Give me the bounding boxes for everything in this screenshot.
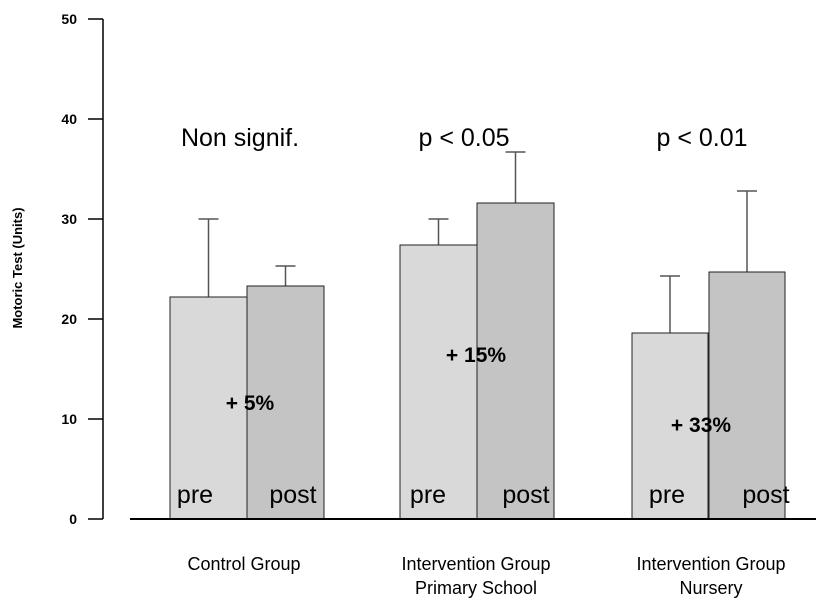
- y-tick-label: 30: [61, 211, 77, 227]
- y-tick-label: 0: [69, 511, 77, 527]
- category-label: Control Group: [187, 554, 300, 574]
- category-label: Primary School: [415, 578, 537, 598]
- category-label: Intervention Group: [636, 554, 785, 574]
- bar-label-post: post: [742, 481, 789, 509]
- bar-label-pre: pre: [649, 481, 685, 509]
- bar-label-post: post: [502, 481, 549, 509]
- category-label: Nursery: [679, 578, 742, 598]
- change-label: + 33%: [671, 414, 731, 437]
- bar-post: [708, 271, 786, 520]
- bar-label-pre: pre: [410, 481, 446, 509]
- bar-label-pre: pre: [177, 481, 213, 509]
- bar-post: [476, 202, 555, 520]
- significance-label: p < 0.05: [418, 124, 509, 152]
- bar-label-post: post: [269, 481, 316, 509]
- y-tick-label: 20: [61, 311, 77, 327]
- category-label: Intervention Group: [401, 554, 550, 574]
- bar-pre: [399, 244, 478, 520]
- y-tick-label: 40: [61, 111, 77, 127]
- y-tick-label: 50: [61, 11, 77, 27]
- bar-pre: [631, 332, 709, 520]
- change-label: + 15%: [446, 344, 506, 367]
- change-label: + 5%: [226, 392, 275, 415]
- y-axis-title: Motoric Test (Units): [10, 207, 25, 328]
- significance-label: p < 0.01: [656, 124, 747, 152]
- y-tick-label: 10: [61, 411, 77, 427]
- bar-post: [246, 285, 325, 520]
- significance-label: Non signif.: [181, 124, 299, 152]
